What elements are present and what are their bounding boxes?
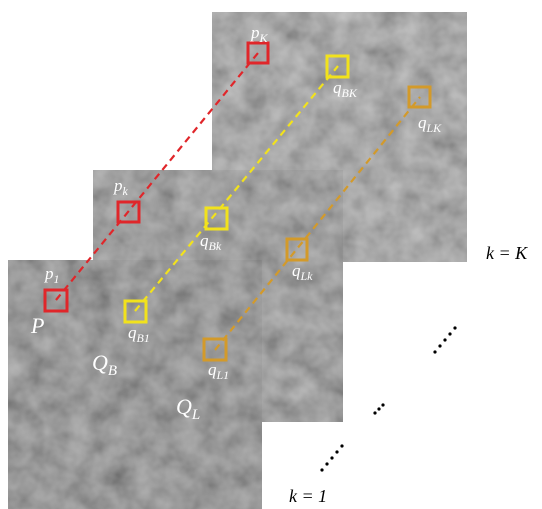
label-sub: K [259,31,269,45]
label-base: Q [176,394,192,419]
label-sub: B [108,363,117,379]
label-base: p [44,264,54,283]
label-base: p [250,23,260,42]
label-sub: k [123,184,129,198]
label-base: Q [92,350,108,375]
label-sub: Lk [300,269,314,283]
label-sub: 1 [54,272,60,286]
k-label: k = K [486,243,528,263]
label-sub: LK [426,121,443,135]
region-label: P [30,313,44,338]
ellipsis [320,444,343,471]
label-sub: BK [342,86,358,100]
label-sub: L [191,407,200,423]
label-base: p [113,176,123,195]
ellipsis [433,326,456,353]
k-label: k = 1 [289,486,327,506]
label-sub: L1 [216,368,230,382]
label-sub: B1 [137,331,150,345]
diagram: pK qBK qLK k = K pk qBk qLk p1 qB1 qL1 P… [0,0,542,509]
label-sub: Bk [209,239,222,253]
ellipsis [373,403,384,414]
